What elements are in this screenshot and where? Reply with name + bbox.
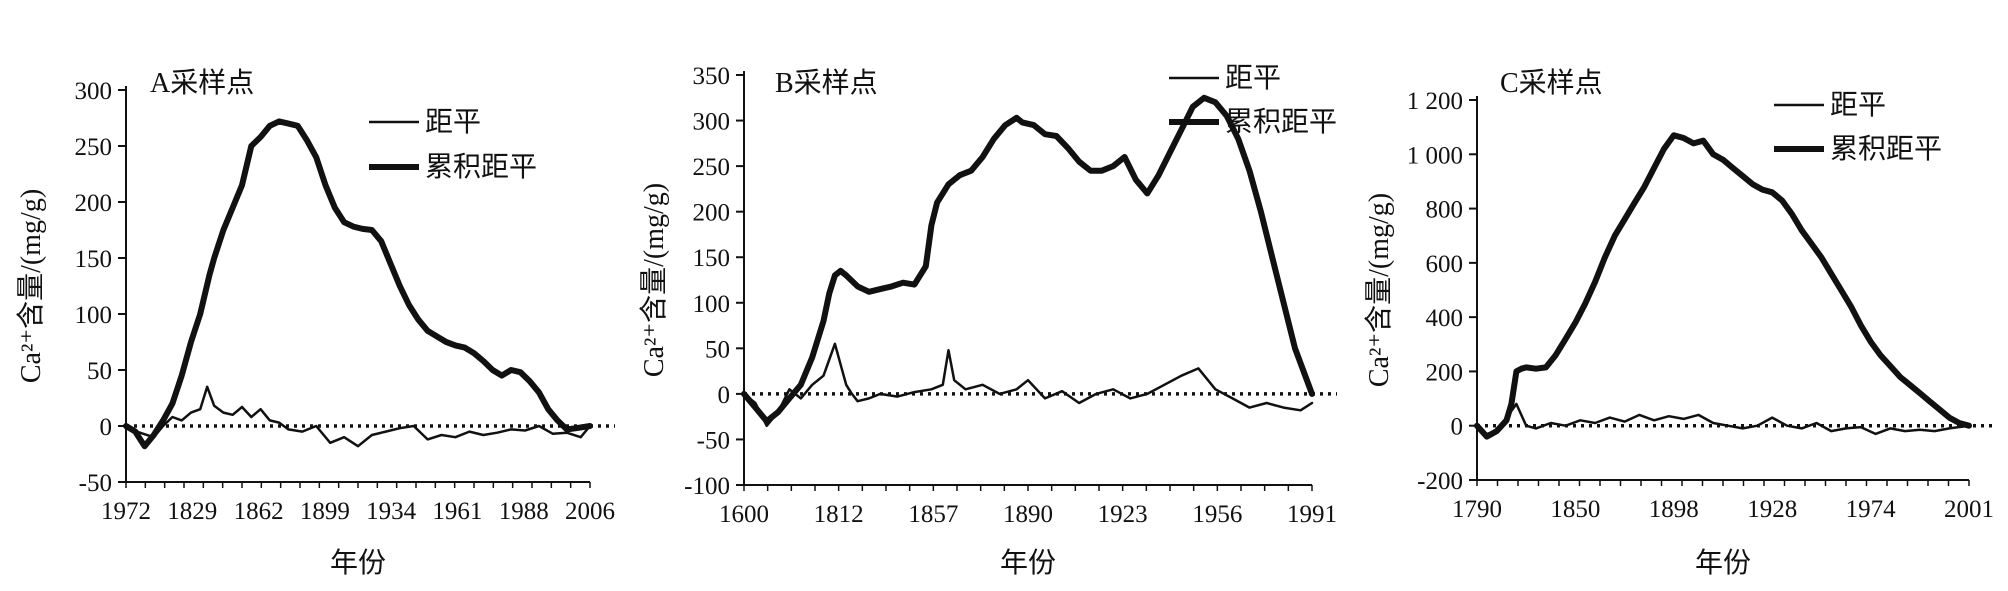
y-tick-label: 100 (75, 302, 113, 329)
y-tick-label: -200 (1417, 468, 1463, 495)
x-tick-label: 1890 (1003, 501, 1053, 528)
x-axis-label: 年份 (330, 547, 386, 579)
y-tick-label: -50 (697, 427, 730, 454)
series-line-cumulative-anomaly (1474, 132, 1972, 440)
chart-panel-b: -100 -50 0 50 100 150 200 250 300 350 1600 1812 1857… (638, 63, 1337, 579)
x-tick-label: 1857 (908, 501, 958, 528)
y-tick-label: -100 (684, 473, 730, 500)
series-line-anomaly (1475, 402, 1971, 436)
y-tick-label: 50 (87, 358, 112, 385)
x-tick-label: 1812 (814, 501, 864, 528)
y-tick-label: 200 (693, 200, 731, 227)
axes: -200 0 200 400 600 800 1 000 1 200 1790 1850 1898 1… (1407, 88, 1994, 523)
y-tick-label: 100 (693, 291, 731, 318)
x-tick-label: 1934 (366, 498, 417, 525)
chart-title: C采样点 (1500, 67, 1603, 99)
x-tick-label: 1961 (432, 498, 482, 525)
legend-label: 距平 (1830, 90, 1886, 121)
y-tick-label: 150 (693, 245, 731, 272)
y-tick-label: 50 (705, 336, 730, 363)
legend-label: 累积距平 (425, 152, 537, 183)
y-tick-label: 800 (1426, 197, 1464, 224)
x-tick-label: 2001 (1944, 496, 1994, 523)
y-tick-label: 0 (1451, 414, 1464, 441)
y-tick-label: 1 000 (1407, 142, 1463, 169)
y-tick-label: 300 (75, 78, 113, 105)
chart-panel-c: -200 0 200 400 600 800 1 000 1 200 1790 1850 1898 1… (1363, 67, 1994, 579)
chart-title: A采样点 (150, 67, 254, 99)
legend-label: 距平 (425, 107, 481, 138)
series-line-anomaly (742, 342, 1314, 428)
x-tick-label: 1972 (101, 498, 151, 525)
series-line-cumulative-anomaly (741, 94, 1315, 425)
x-tick-label: 1974 (1846, 496, 1897, 523)
axes: -100 -50 0 50 100 150 200 250 300 350 1600 1812 1857… (684, 63, 1337, 528)
y-tick-label: -50 (79, 470, 112, 497)
x-tick-label: 1988 (499, 498, 549, 525)
x-tick-label: 1600 (719, 501, 769, 528)
y-axis-label: Ca²⁺含量/(mg/g) (1363, 193, 1395, 387)
y-tick-label: 0 (100, 414, 113, 441)
series-line-cumulative-anomaly (123, 118, 593, 450)
y-tick-label: 600 (1426, 251, 1464, 278)
y-tick-label: 400 (1426, 305, 1464, 332)
series-line-anomaly (124, 385, 592, 448)
x-axis-label: 年份 (1000, 547, 1056, 579)
y-tick-label: 350 (693, 63, 731, 90)
y-axis-label: Ca²⁺含量/(mg/g) (15, 189, 47, 383)
legend-label: 累积距平 (1225, 107, 1337, 138)
y-tick-label: 250 (75, 134, 113, 161)
chart-title: B采样点 (775, 67, 878, 99)
x-tick-label: 1850 (1550, 496, 1600, 523)
x-tick-label: 1956 (1192, 501, 1242, 528)
legend-label: 距平 (1225, 63, 1281, 94)
x-tick-label: 1829 (167, 498, 217, 525)
x-tick-label: 1862 (234, 498, 284, 525)
y-tick-label: 250 (693, 154, 731, 181)
x-tick-label: 2006 (565, 498, 615, 525)
y-tick-label: 150 (75, 246, 113, 273)
x-tick-label: 1928 (1747, 496, 1797, 523)
x-tick-label: 1991 (1287, 501, 1337, 528)
chart-panel-a: -50 0 50 100 150 200 250 300 1972 1829 1862 1899 193… (15, 67, 615, 579)
y-tick-label: 0 (718, 382, 731, 409)
x-tick-label: 1898 (1649, 496, 1699, 523)
legend-label: 累积距平 (1830, 134, 1942, 165)
x-tick-label: 1923 (1098, 501, 1148, 528)
y-tick-label: 200 (1426, 359, 1464, 386)
x-tick-label: 1899 (300, 498, 350, 525)
x-axis-label: 年份 (1695, 547, 1751, 579)
axes: -50 0 50 100 150 200 250 300 1972 1829 1862 1899 193… (75, 78, 615, 525)
y-tick-label: 300 (693, 109, 731, 136)
x-tick-label: 1790 (1452, 496, 1502, 523)
y-axis-label: Ca²⁺含量/(mg/g) (638, 183, 670, 377)
y-tick-label: 200 (75, 190, 113, 217)
y-tick-label: 1 200 (1407, 88, 1463, 115)
